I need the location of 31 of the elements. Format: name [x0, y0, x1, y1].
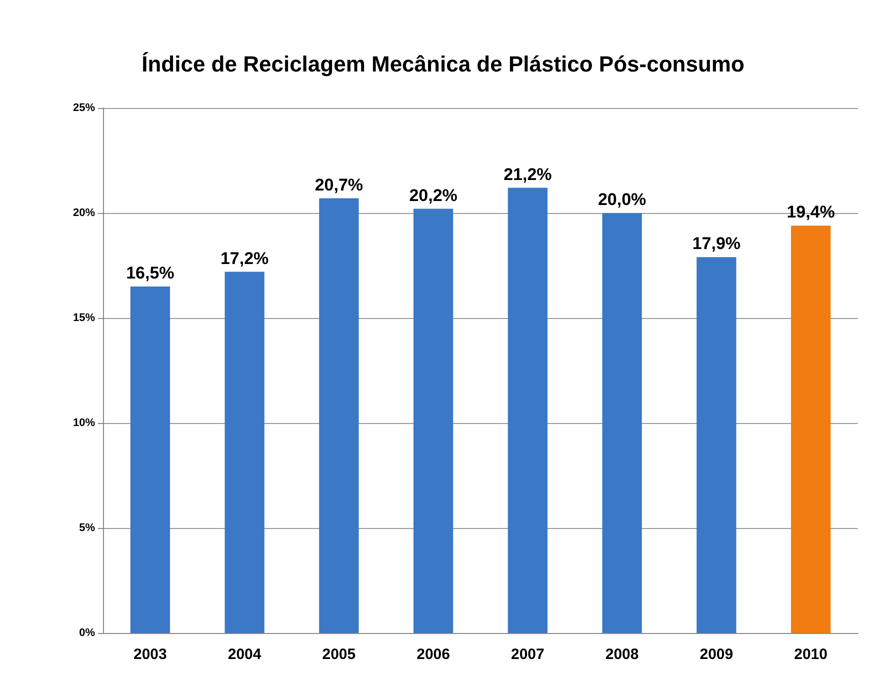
bar [602, 213, 642, 633]
y-tick-label: 20% [72, 207, 96, 219]
x-tick-label: 2005 [322, 646, 356, 663]
data-label: 16,5% [126, 264, 174, 282]
bar [319, 198, 359, 633]
x-tick-label: 2010 [794, 646, 828, 663]
x-tick-label: 2003 [134, 646, 167, 663]
bar [130, 286, 170, 633]
x-tick-label: 2004 [228, 646, 262, 663]
bar [224, 272, 264, 633]
bar [696, 257, 736, 633]
data-label: 21,2% [504, 164, 552, 184]
x-tick-label: 2007 [511, 646, 544, 663]
chart-title: Índice de Reciclagem Mecânica de Plástico Pós-consumo [142, 52, 744, 76]
x-tick-label: 2008 [605, 646, 639, 663]
bar [508, 188, 548, 633]
bar [790, 226, 831, 633]
y-tick-label: 5% [79, 522, 96, 534]
data-label: 20,0% [598, 190, 646, 209]
y-tick-label: 0% [79, 627, 96, 639]
data-label: 20,7% [314, 175, 364, 194]
x-tick-label: 2009 [700, 646, 734, 663]
y-tick-label: 25% [72, 102, 96, 114]
y-tick-label: 15% [72, 312, 96, 324]
data-label: 17,2% [220, 248, 269, 268]
data-label: 17,9% [692, 234, 741, 254]
bar [413, 208, 454, 633]
data-label: 20,2% [409, 186, 458, 205]
x-tick-label: 2006 [416, 646, 450, 663]
y-tick-label: 10% [72, 417, 96, 429]
data-label: 19,4% [786, 202, 835, 222]
